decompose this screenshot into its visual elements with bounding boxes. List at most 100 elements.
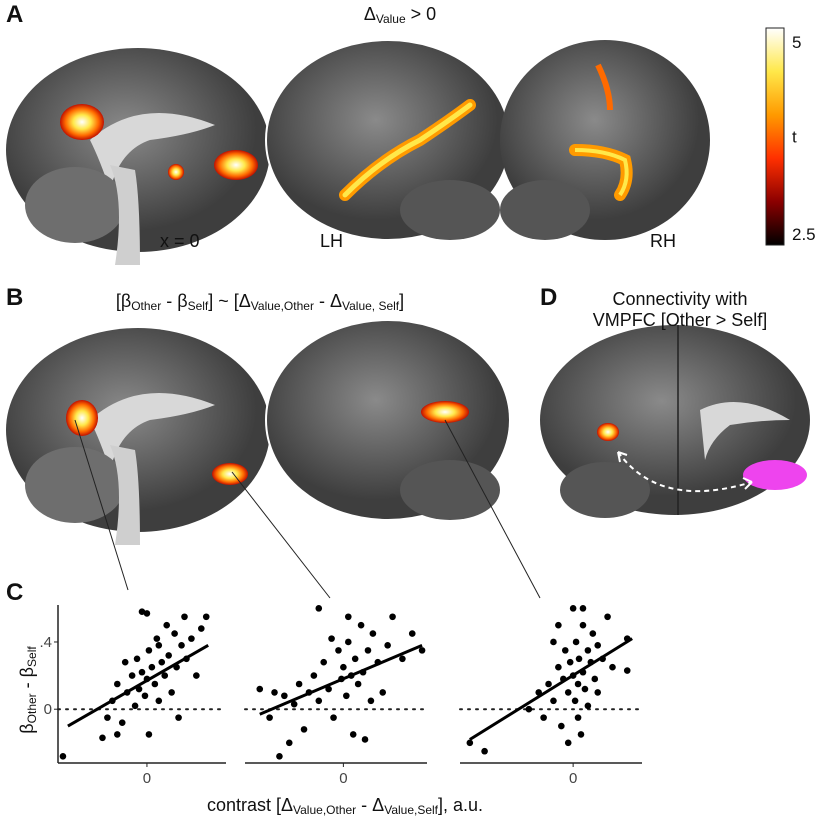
brain-d — [540, 325, 810, 518]
point — [581, 685, 589, 693]
panel-d-title: VMPFC [Other > Self] — [593, 310, 768, 330]
slice-label: x = 0 — [160, 231, 200, 251]
point — [584, 702, 592, 710]
subscript: Value — [376, 12, 406, 26]
text-part: > 0 — [406, 4, 437, 24]
point — [589, 630, 597, 637]
point — [271, 689, 278, 696]
brain-lateral-b — [265, 319, 511, 521]
point — [320, 658, 328, 666]
subscript: Other — [25, 693, 39, 723]
point — [584, 647, 592, 654]
fit-line — [67, 644, 209, 728]
colorbar-tick-label: 2.5 — [792, 225, 816, 244]
point — [145, 647, 153, 654]
point — [594, 689, 602, 696]
point — [335, 647, 342, 654]
panel-label: A — [6, 1, 23, 28]
y-tick-label: .4 — [39, 634, 52, 651]
point — [121, 658, 129, 666]
point — [579, 605, 587, 612]
fit-line — [469, 637, 633, 741]
point — [577, 731, 585, 738]
point — [525, 705, 533, 713]
point — [340, 663, 347, 671]
point — [571, 697, 579, 705]
point — [131, 702, 139, 710]
subscript: Other — [131, 299, 161, 313]
point — [550, 697, 557, 705]
point — [349, 731, 357, 738]
brain-medial-b — [6, 328, 270, 545]
text-part: ], a.u. — [438, 795, 483, 815]
point — [558, 722, 565, 730]
point — [202, 613, 210, 621]
brain-medial-a — [6, 48, 270, 265]
subscript: Value, Self — [342, 299, 400, 313]
x-tick-label: 0 — [339, 770, 347, 787]
colorbar — [765, 27, 785, 246]
hemisphere-label: LH — [320, 231, 343, 251]
subscript: Value,Self — [384, 803, 438, 817]
point — [113, 731, 121, 738]
subscript: Value,Other — [293, 803, 356, 817]
point — [418, 647, 426, 654]
point — [193, 672, 200, 679]
colorbar-tick-label: 5 — [792, 33, 801, 52]
point — [384, 642, 391, 649]
text-part: β — [17, 723, 37, 733]
point — [574, 680, 582, 688]
x-tick-label: 0 — [569, 770, 577, 787]
point — [574, 714, 582, 721]
point — [325, 685, 332, 693]
point — [591, 675, 599, 683]
point — [361, 736, 369, 743]
panel-a-title: ΔValue > 0 — [364, 4, 436, 26]
point — [466, 739, 474, 747]
point — [623, 667, 631, 674]
point — [379, 689, 387, 696]
point — [181, 613, 188, 621]
panel-d-title: Connectivity with — [612, 289, 747, 309]
point — [604, 613, 611, 621]
point — [545, 680, 552, 688]
point — [151, 680, 159, 688]
point — [300, 726, 308, 733]
point — [118, 719, 126, 726]
point — [281, 692, 288, 700]
point — [165, 652, 172, 659]
y-tick-label: 0 — [44, 701, 52, 718]
point — [145, 731, 153, 738]
point — [354, 680, 362, 688]
point — [148, 663, 156, 671]
point — [344, 613, 352, 621]
point — [555, 663, 562, 671]
point — [143, 610, 151, 617]
text-part: Δ — [364, 4, 376, 24]
point — [113, 680, 121, 688]
point — [575, 655, 583, 663]
point — [343, 692, 350, 700]
point — [285, 739, 293, 747]
point — [328, 635, 335, 642]
point — [594, 642, 602, 649]
point — [315, 697, 323, 705]
point — [99, 734, 106, 742]
panel-label: C — [6, 579, 23, 606]
y-axis-label: βOther - βSelf — [17, 646, 39, 734]
point — [59, 752, 67, 760]
point — [290, 700, 298, 708]
text-part: ] ~ [Δ — [208, 291, 251, 311]
fit-line — [259, 643, 423, 716]
subscript: Self — [188, 299, 209, 313]
point — [481, 747, 488, 755]
point — [161, 672, 169, 679]
text-part: - Δ — [314, 291, 342, 311]
text-part: - β — [17, 667, 37, 693]
subscript: Self — [25, 646, 39, 667]
point — [310, 672, 318, 679]
point — [389, 613, 396, 621]
hemisphere-label: RH — [650, 231, 676, 251]
x-axis-label: contrast [ΔValue,Other - ΔValue,Self], a… — [207, 795, 483, 817]
point — [561, 647, 569, 654]
